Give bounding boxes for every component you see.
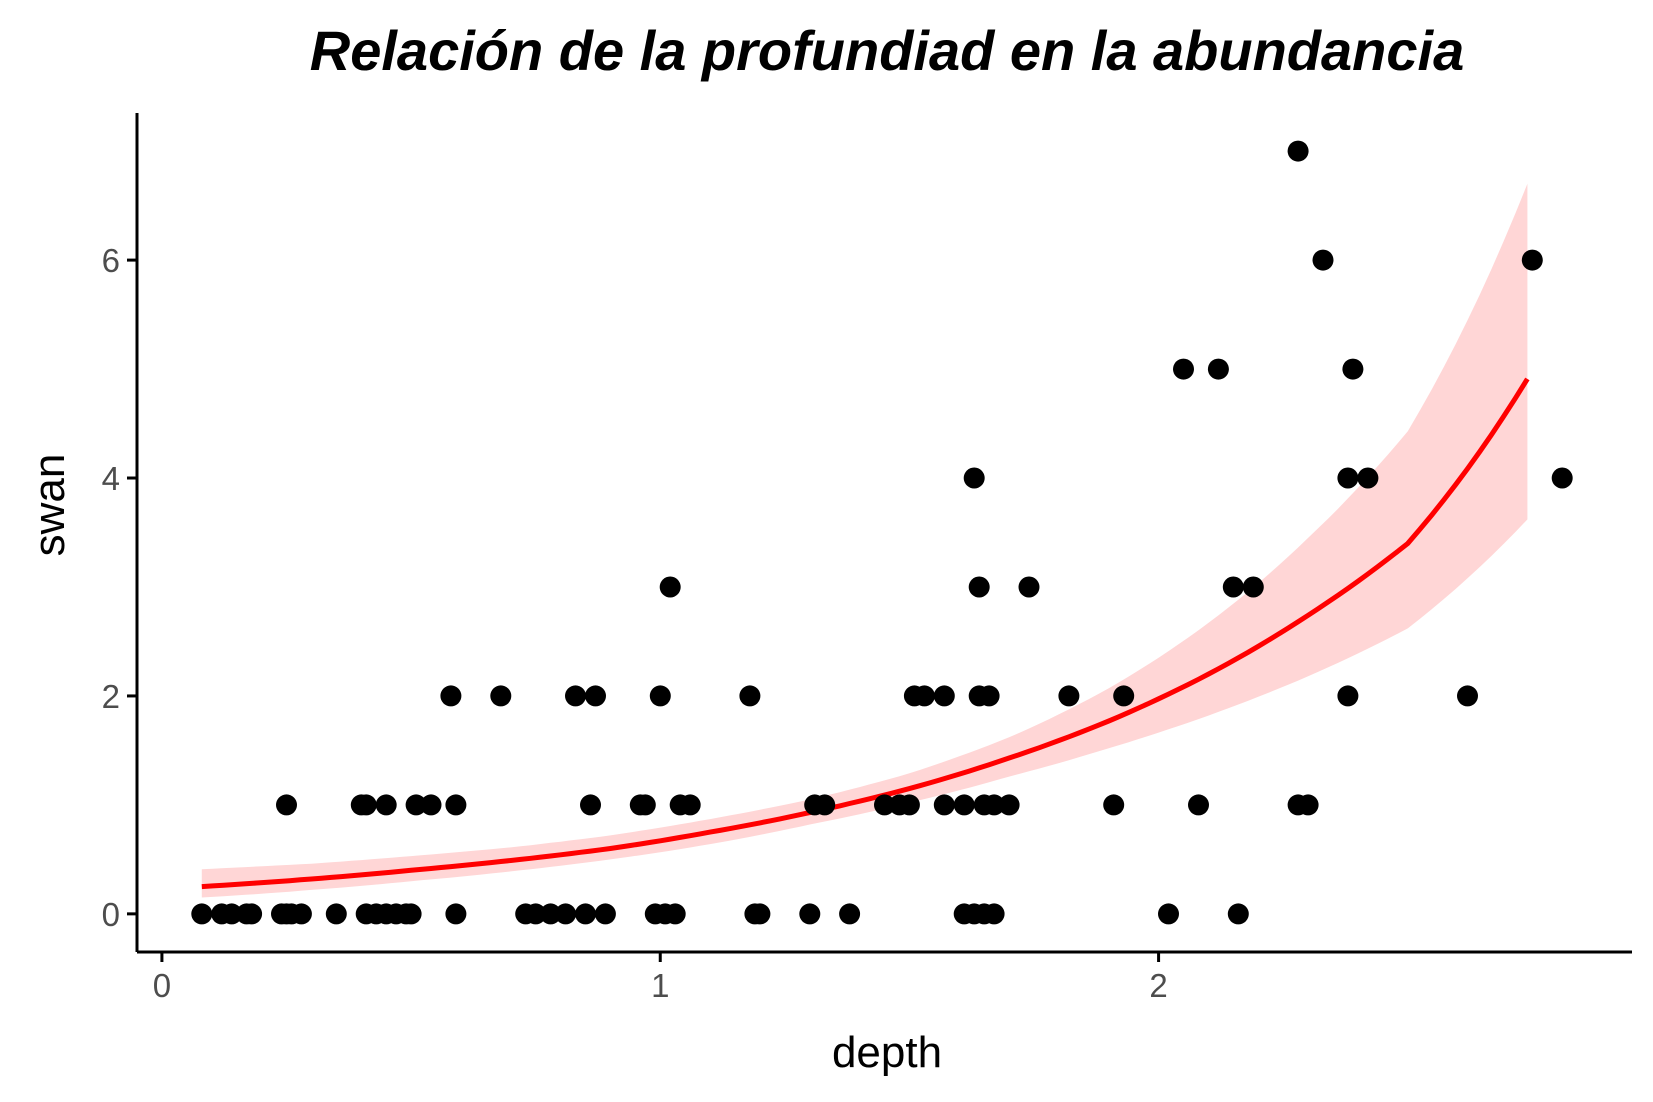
confidence-ribbon-layer — [201, 183, 1528, 898]
data-point — [1337, 467, 1359, 489]
data-point — [983, 903, 1005, 925]
data-point — [978, 685, 1000, 707]
data-point — [580, 794, 601, 816]
data-point — [400, 903, 422, 925]
x-tick-label: 0 — [153, 967, 171, 1004]
data-point — [540, 903, 562, 925]
data-point — [1297, 794, 1319, 816]
data-point — [405, 794, 427, 816]
data-point — [649, 685, 671, 707]
data-point — [679, 794, 701, 816]
data-point — [814, 794, 836, 816]
data-point — [1287, 140, 1309, 162]
data-point — [594, 903, 616, 925]
y-tick-label: 4 — [102, 460, 120, 497]
data-point — [799, 903, 821, 925]
data-point — [664, 903, 686, 925]
data-point — [440, 685, 462, 707]
data-point — [1058, 685, 1080, 707]
data-point — [290, 903, 312, 925]
data-point — [565, 685, 586, 707]
data-point — [1113, 685, 1135, 707]
data-point — [913, 685, 935, 707]
fit-line-layer — [201, 377, 1530, 890]
data-point — [1457, 685, 1478, 707]
data-point — [898, 794, 920, 816]
data-point — [998, 794, 1020, 816]
data-point — [221, 903, 243, 925]
data-point — [325, 903, 347, 925]
data-point — [874, 794, 895, 816]
data-point — [375, 794, 397, 816]
data-point — [968, 576, 990, 598]
x-axis-label: depth — [832, 1028, 942, 1077]
data-point — [585, 685, 606, 707]
data-point — [1188, 794, 1209, 816]
axes-layer: 0 1 2 0 2 4 6 — [102, 113, 1632, 1004]
y-tick-label: 2 — [102, 678, 120, 715]
data-point — [749, 903, 771, 925]
y-axis-label: swan — [25, 454, 74, 557]
data-point — [933, 794, 955, 816]
data-point — [839, 903, 861, 925]
data-point — [953, 794, 975, 816]
data-point — [1158, 903, 1179, 925]
data-point — [634, 794, 656, 816]
data-point — [1312, 249, 1334, 271]
data-point — [490, 685, 512, 707]
data-point — [575, 903, 596, 925]
data-point — [445, 903, 467, 925]
data-point — [1342, 358, 1364, 380]
x-tick-label: 2 — [1149, 967, 1167, 1004]
data-point — [420, 794, 442, 816]
data-point — [1242, 576, 1264, 598]
points-layer — [191, 140, 1573, 925]
data-point — [1521, 249, 1543, 271]
data-point — [241, 903, 263, 925]
confidence-ribbon — [201, 183, 1528, 898]
data-point — [525, 903, 547, 925]
data-point — [1018, 576, 1040, 598]
y-tick-label: 6 — [102, 242, 120, 279]
data-point — [1222, 576, 1244, 598]
fit-line — [201, 377, 1530, 890]
data-point — [355, 794, 377, 816]
data-point — [1103, 794, 1125, 816]
chart-title: Relación de la profundiad en la abundanc… — [310, 19, 1464, 82]
data-point — [1337, 685, 1359, 707]
data-point — [1551, 467, 1573, 489]
x-tick-label: 1 — [651, 967, 669, 1004]
data-point — [963, 467, 985, 489]
data-point — [555, 903, 577, 925]
data-point — [191, 903, 213, 925]
data-point — [1207, 358, 1229, 380]
data-point — [933, 685, 955, 707]
data-point — [276, 794, 297, 816]
data-point — [739, 685, 761, 707]
data-point — [1173, 358, 1194, 380]
y-tick-label: 0 — [102, 896, 120, 933]
data-point — [445, 794, 467, 816]
data-point — [1227, 903, 1249, 925]
data-point — [659, 576, 681, 598]
data-point — [983, 794, 1005, 816]
data-point — [1357, 467, 1379, 489]
